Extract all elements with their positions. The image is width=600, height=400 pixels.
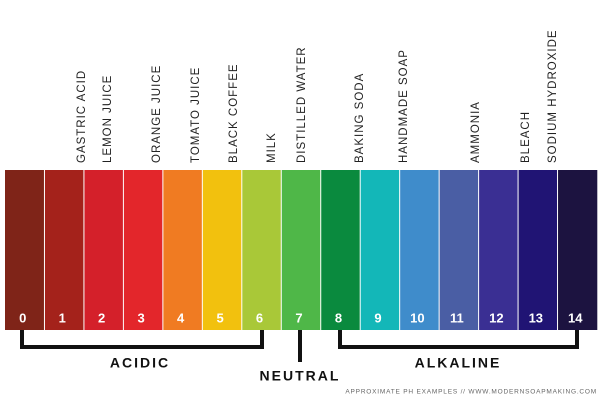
ph-segment	[5, 170, 45, 330]
ph-number: 1	[59, 310, 66, 325]
ph-segment	[399, 170, 440, 330]
ph-number: 12	[489, 310, 503, 325]
example-label: DISTILLED WATER	[296, 46, 308, 163]
ph-number: 3	[138, 310, 145, 325]
ph-number: 8	[335, 310, 342, 325]
ph-number: 10	[410, 310, 424, 325]
alkaline-bracket	[338, 330, 579, 349]
example-label: BLEACH	[520, 111, 532, 163]
ph-segment	[202, 170, 243, 330]
ph-segment	[83, 170, 124, 330]
ph-segment	[162, 170, 203, 330]
ph-number: 7	[295, 310, 302, 325]
example-label: TOMATO JUICE	[190, 67, 202, 163]
ph-segment	[360, 170, 400, 330]
acidic-label: ACIDIC	[110, 355, 170, 371]
example-label: HANDMADE SOAP	[398, 49, 410, 163]
ph-segment	[320, 170, 361, 330]
example-label: ORANGE JUICE	[151, 65, 163, 163]
ph-segment	[439, 170, 479, 330]
ph-number: 9	[374, 310, 381, 325]
acidic-bracket	[20, 330, 264, 349]
ph-segment	[44, 170, 85, 330]
ph-number: 2	[98, 310, 105, 325]
ph-segment	[123, 170, 164, 330]
ph-number: 5	[216, 310, 223, 325]
ph-segment	[518, 170, 558, 330]
alkaline-label: ALKALINE	[415, 355, 502, 371]
ph-segment	[478, 170, 519, 330]
example-label: AMMONIA	[470, 101, 482, 163]
ph-number: 4	[177, 310, 185, 325]
ph-segment	[281, 170, 322, 330]
example-label: LEMON JUICE	[102, 75, 114, 163]
example-label: SODIUM HYDROXIDE	[547, 29, 559, 163]
neutral-label: NEUTRAL	[260, 368, 341, 384]
ph-number: 13	[529, 310, 543, 325]
example-label: MILK	[266, 132, 278, 163]
ph-number: 14	[568, 310, 583, 325]
example-label: BAKING SODA	[354, 73, 366, 163]
ph-segment	[241, 170, 282, 330]
ph-number: 11	[450, 310, 464, 325]
example-label: BLACK COFFEE	[228, 63, 240, 163]
footer: APPROXIMATE PH EXAMPLES // WWW.MODERNSOA…	[345, 389, 597, 396]
ph-segment	[557, 170, 598, 330]
ph-number: 0	[19, 310, 26, 325]
example-label: GASTRIC ACID	[76, 70, 88, 163]
ph-number: 6	[256, 310, 263, 325]
